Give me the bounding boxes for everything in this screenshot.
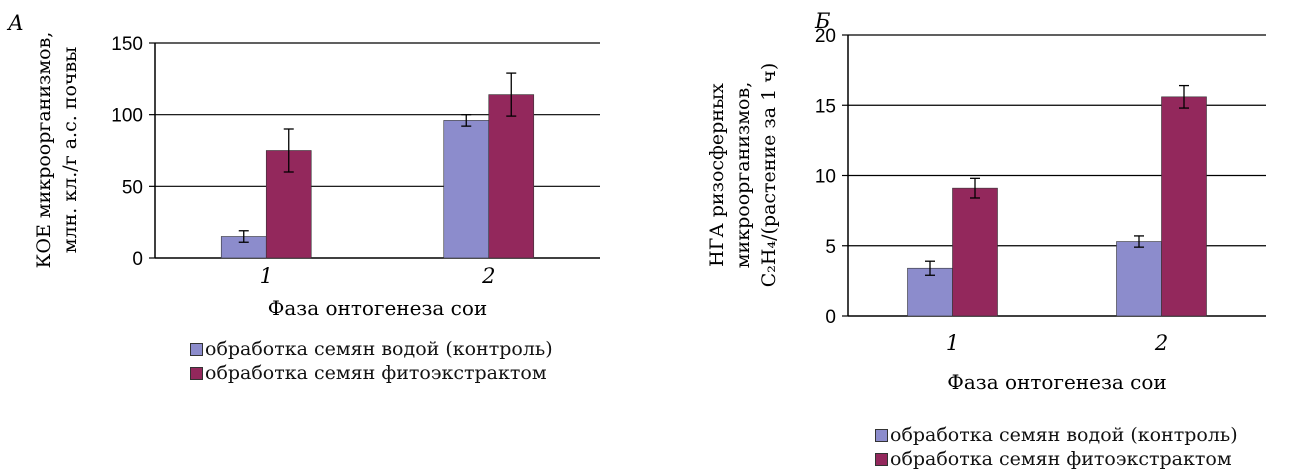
chart-a-xlabel: Фаза онтогенеза сои xyxy=(268,296,487,320)
chart-a-legend-label: обработка семян фитоэкстрактом xyxy=(205,362,547,384)
chart-b-category-label: 1 xyxy=(946,331,959,355)
chart-b-legend-label: обработка семян водой (контроль) xyxy=(890,424,1238,446)
chart-a-legend-item: обработка семян фитоэкстрактом xyxy=(190,361,553,385)
chart-b-legend-label: обработка семян фитоэкстрактом xyxy=(890,448,1232,470)
chart-b-bar-s1-c2 xyxy=(1116,241,1162,317)
chart-a-ylabel-line: млн. кл./г а.с. почвы xyxy=(59,47,81,254)
chart-a-ylabel: КОЕ микроорганизмов, млн. кл./г а.с. почв… xyxy=(33,32,81,269)
chart-a-legend-label: обработка семян водой (контроль) xyxy=(205,338,553,360)
chart-b-ytick-label: 20 xyxy=(815,26,836,47)
chart-b-xlabel: Фаза онтогенеза сои xyxy=(947,370,1166,394)
chart-a-legend-swatch xyxy=(190,366,203,380)
chart-a-legend: обработка семян водой (контроль) обработк… xyxy=(190,337,553,385)
chart-a-category-label: 1 xyxy=(260,264,273,288)
chart-b-ytick-label: 0 xyxy=(825,307,836,328)
chart-a-ytick-label: 0 xyxy=(132,249,143,270)
chart-a-ylabel-line: КОЕ микроорганизмов, xyxy=(33,32,55,269)
chart-b-legend-item: обработка семян водой (контроль) xyxy=(875,423,1238,447)
chart-b-ytick-label: 5 xyxy=(825,237,836,258)
chart-b-category-label: 2 xyxy=(1154,331,1168,355)
chart-a-legend-item: обработка семян водой (контроль) xyxy=(190,337,553,361)
chart-panel-b: НГА ризосферных микроорганизмов, C₂H₄/(рас… xyxy=(700,0,1292,475)
chart-a-bar-s2-c2 xyxy=(488,94,535,259)
chart-b-svg: НГА ризосферных микроорганизмов, C₂H₄/(рас… xyxy=(706,9,1266,394)
chart-a-svg: КОЕ микроорганизмов, млн. кл./г а.с. почв… xyxy=(6,11,600,320)
chart-b-ylabel-line: микроорганизмов, xyxy=(732,82,754,268)
chart-b-legend: обработка семян водой (контроль) обработк… xyxy=(875,423,1238,471)
chart-b-legend-swatch xyxy=(875,428,888,442)
chart-b-ylabel-line: НГА ризосферных xyxy=(706,83,728,267)
chart-b-legend-item: обработка семян фитоэкстрактом xyxy=(875,447,1238,471)
chart-a-ytick-label: 100 xyxy=(111,106,143,127)
chart-b-bar-s2-c2 xyxy=(1161,96,1207,317)
chart-a-ytick-label: 50 xyxy=(122,177,143,198)
chart-a-category-label: 2 xyxy=(481,264,495,288)
chart-b-ytick-label: 10 xyxy=(815,167,836,188)
chart-a-panel-letter: А xyxy=(6,11,24,35)
chart-b-legend-swatch xyxy=(875,452,888,466)
chart-panel-a: КОЕ микроорганизмов, млн. кл./г а.с. почв… xyxy=(6,11,600,385)
chart-b-ylabel-line: C₂H₄/(растение за 1 ч) xyxy=(758,63,780,287)
chart-b-bar-s2-c1 xyxy=(952,187,998,317)
chart-a-legend-swatch xyxy=(190,342,203,356)
chart-b-ytick-label: 15 xyxy=(815,96,836,117)
chart-b-panel-letter: Б xyxy=(814,9,830,33)
chart-a-ytick-label: 150 xyxy=(111,34,143,55)
chart-b-ylabel: НГА ризосферных микроорганизмов, C₂H₄/(рас… xyxy=(706,63,780,287)
chart-a-bar-s1-c2 xyxy=(443,120,490,259)
